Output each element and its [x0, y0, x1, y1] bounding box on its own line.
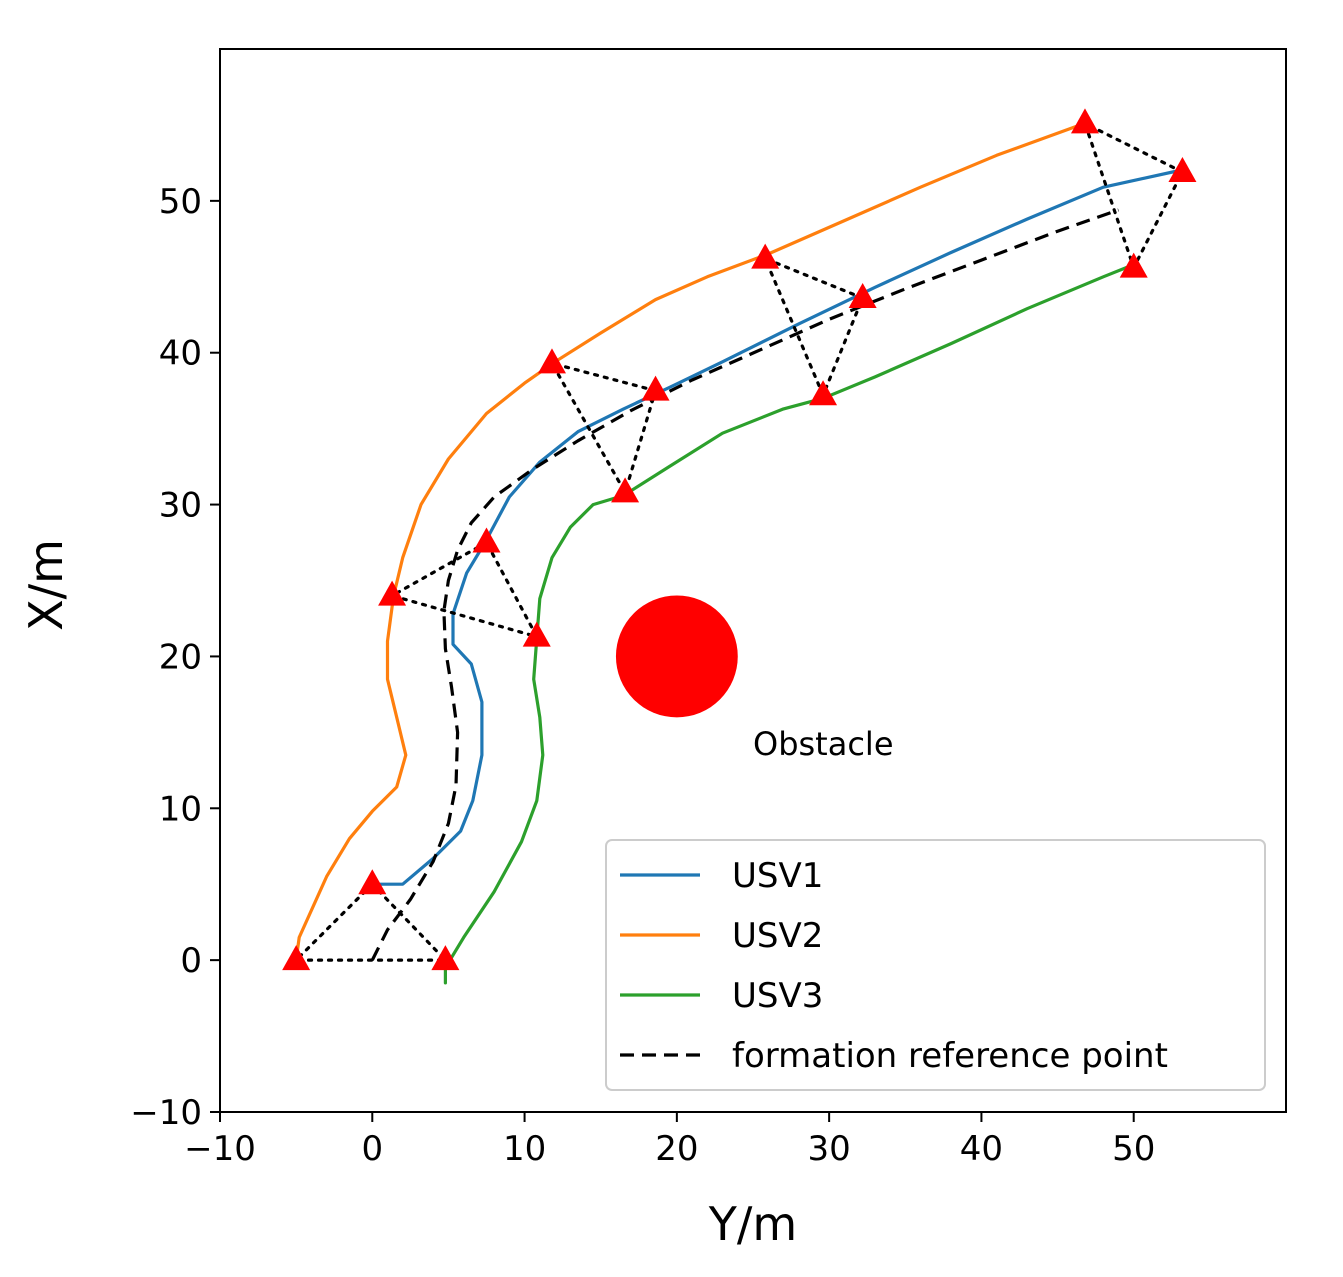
- formation-triangle: [548, 360, 658, 497]
- formation-triangle: [292, 881, 450, 962]
- x-tick-label: 50: [1112, 1129, 1155, 1169]
- usv-position-marker: [431, 945, 460, 971]
- x-tick-label: 0: [361, 1129, 383, 1169]
- usv-position-marker: [282, 945, 311, 971]
- legend-box: [605, 839, 1266, 1091]
- series-line-usv3: [443, 263, 1136, 985]
- usv-position-marker: [1070, 108, 1099, 134]
- series-line-formation-reference-point: [370, 208, 1120, 961]
- x-tick-label: 40: [960, 1129, 1003, 1169]
- legend-label: USV2: [732, 916, 823, 956]
- usv-position-marker: [472, 527, 501, 553]
- usv-position-marker: [537, 348, 566, 374]
- usv-position-marker: [1119, 252, 1148, 278]
- usv-position-marker: [611, 477, 640, 503]
- x-tick-label: 20: [655, 1129, 698, 1169]
- formation-triangle: [387, 540, 540, 640]
- y-tick-label: 40: [159, 334, 202, 374]
- x-axis-title: Y/m: [708, 1197, 797, 1251]
- y-tick-label: 0: [180, 941, 202, 981]
- legend-label: USV1: [732, 856, 823, 896]
- plot-frame: [219, 48, 1287, 1113]
- legend: USV1 USV2 USV3 formation reference point: [605, 839, 1266, 1091]
- formation-triangle: [1082, 120, 1185, 272]
- legend-label: USV3: [732, 976, 823, 1016]
- formation-triangle: [762, 255, 865, 400]
- x-tick-label: 30: [808, 1129, 851, 1169]
- y-axis-title: X/m: [19, 539, 73, 631]
- x-tick-label: 10: [503, 1129, 546, 1169]
- usv-position-marker: [848, 283, 877, 309]
- usv-position-marker: [809, 380, 838, 406]
- usv-position-marker: [1168, 157, 1197, 183]
- y-tick-label: 10: [159, 789, 202, 829]
- x-tick-label: −10: [184, 1129, 256, 1169]
- usv-position-marker: [378, 580, 407, 606]
- obstacle-circle: [615, 595, 738, 718]
- y-tick-label: 50: [159, 182, 202, 222]
- legend-label: formation reference point: [732, 1036, 1168, 1076]
- obstacle-label: Obstacle: [753, 725, 894, 763]
- y-tick-label: 30: [159, 486, 202, 526]
- usv-position-marker: [751, 243, 780, 269]
- usv-position-marker: [522, 621, 551, 647]
- usv-position-marker: [641, 375, 670, 401]
- usv-position-marker: [358, 869, 387, 895]
- series-line-usv1: [370, 168, 1182, 886]
- y-tick-label: −10: [130, 1093, 202, 1133]
- y-tick-label: 20: [159, 637, 202, 677]
